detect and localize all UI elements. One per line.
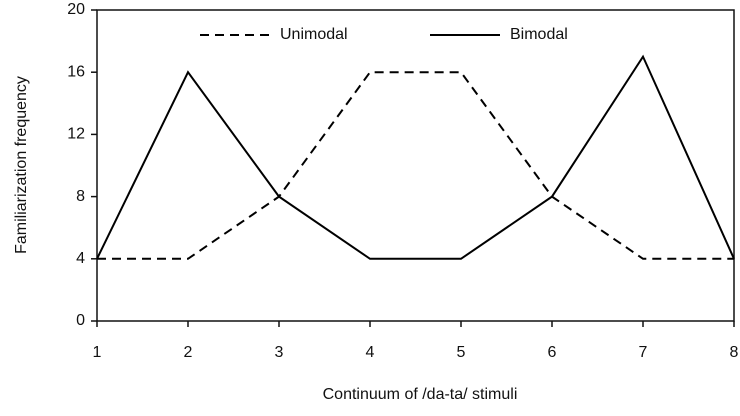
y-tick-label: 8 <box>76 188 85 205</box>
y-tick-label: 0 <box>76 312 85 329</box>
x-tick-label: 2 <box>184 344 193 361</box>
legend-label: Unimodal <box>280 26 348 43</box>
x-tick-label: 3 <box>275 344 284 361</box>
y-tick-label: 4 <box>76 250 85 267</box>
x-tick-label: 7 <box>639 344 648 361</box>
y-tick-label: 12 <box>67 126 85 143</box>
x-tick-label: 5 <box>457 344 466 361</box>
y-tick-label: 16 <box>67 63 85 80</box>
y-axis-label: Familiarization frequency <box>13 76 30 254</box>
series-line <box>97 71 734 260</box>
plot-frame <box>96 9 735 322</box>
x-tick-label: 4 <box>366 344 375 361</box>
x-tick-label: 6 <box>548 344 557 361</box>
x-tick-label: 8 <box>730 344 739 361</box>
x-tick-label: 1 <box>93 344 102 361</box>
legend-label: Bimodal <box>510 26 568 43</box>
y-tick-label: 20 <box>67 1 85 18</box>
series-line <box>96 54 735 260</box>
x-axis-label: Continuum of /da-ta/ stimuli <box>323 386 518 403</box>
